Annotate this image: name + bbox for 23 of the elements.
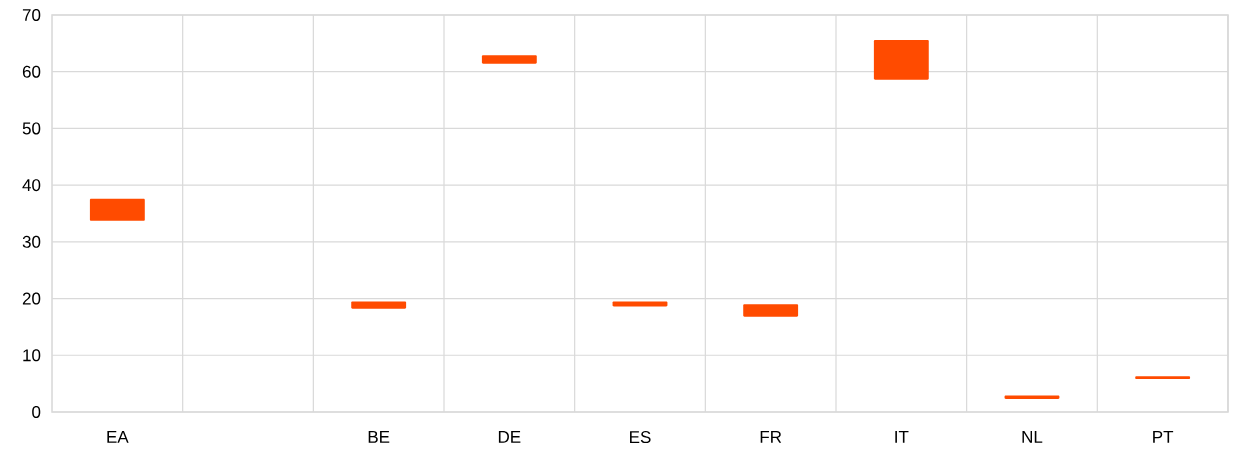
y-tick-label: 40 [22,179,41,192]
bar [873,39,929,80]
x-tick-label: IT [895,431,909,443]
y-tick-label: 10 [23,349,41,362]
bar [743,304,799,317]
x-tick-label: BE [368,431,390,443]
y-tick-label: 50 [22,122,41,135]
bar [612,301,668,307]
x-tick-label: DE [498,431,521,443]
x-tick-label: ES [630,431,651,444]
y-tick-label: 20 [22,292,41,305]
y-tick-label: 0 [32,405,41,418]
x-tick-label: NL [1022,431,1043,443]
x-tick-label: FR [760,431,782,443]
y-tick-label: 60 [22,65,41,78]
y-tick-label: 70 [22,8,41,21]
bar [89,198,145,221]
y-tick-label: 30 [22,235,41,248]
bar [481,55,537,64]
x-tick-label: PT [1153,431,1174,443]
bar [351,301,407,309]
bar [1135,376,1191,380]
x-tick-label: EA [107,431,129,443]
